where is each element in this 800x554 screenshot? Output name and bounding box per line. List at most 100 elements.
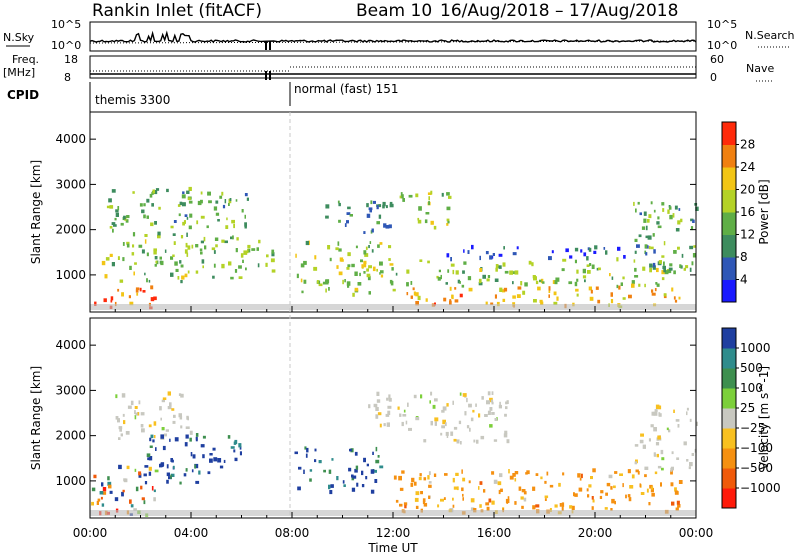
colorbar-swatch	[722, 212, 736, 235]
echo-cell	[117, 418, 120, 423]
echo-cell	[182, 221, 185, 226]
echo-cell	[634, 275, 639, 278]
velocity-y-ticks: 1000 2000 3000 4000	[55, 338, 696, 488]
echo-cell	[606, 482, 611, 487]
echo-cell	[595, 286, 599, 290]
echo-cell	[296, 273, 299, 279]
echo-cell	[373, 403, 378, 408]
echo-cell	[180, 393, 184, 398]
echo-cell	[379, 242, 383, 245]
echo-cell	[670, 470, 673, 475]
echo-cell	[415, 491, 420, 496]
echo-cell	[111, 189, 116, 193]
echo-cell	[188, 200, 193, 204]
echo-cell	[480, 435, 485, 440]
echo-cell	[215, 244, 218, 248]
echo-cell	[491, 500, 495, 505]
echo-cell	[192, 454, 196, 459]
echo-cell	[172, 420, 176, 424]
nsearch-trace	[89, 40, 697, 44]
echo-cell	[591, 496, 594, 500]
echo-cell	[554, 280, 558, 285]
echo-cell	[498, 265, 502, 269]
echo-cell	[186, 232, 188, 237]
echo-cell	[646, 488, 649, 493]
echo-cell	[428, 201, 430, 206]
echo-cell	[462, 393, 467, 397]
echo-cell	[189, 437, 192, 442]
echo-cell	[115, 212, 119, 217]
echo-cell	[486, 400, 490, 405]
echo-cell	[230, 446, 235, 449]
echo-cell	[670, 482, 674, 487]
echo-cell	[627, 494, 631, 498]
echo-cell	[117, 256, 120, 260]
echo-cell	[374, 469, 377, 473]
echo-cell	[338, 248, 342, 252]
echo-cell	[159, 406, 162, 411]
echo-cell	[476, 439, 479, 444]
echo-cell	[380, 270, 384, 274]
echo-cell	[430, 391, 433, 396]
echo-cell	[436, 275, 439, 279]
echo-cell	[645, 225, 648, 231]
echo-cell	[460, 441, 462, 445]
echo-cell	[166, 188, 169, 193]
echo-cell	[195, 480, 200, 484]
colorbar-swatch	[722, 448, 736, 469]
echo-cell	[490, 302, 494, 305]
echo-cell	[652, 262, 656, 268]
echo-cell	[141, 497, 145, 501]
echo-cell	[499, 473, 503, 478]
colorbar-tick-label: 16	[740, 205, 755, 219]
echo-cell	[648, 438, 651, 442]
echo-cell	[244, 193, 248, 197]
echo-cell	[170, 225, 174, 229]
echo-cell	[514, 270, 519, 275]
colorbar-swatch	[722, 122, 736, 145]
echo-cell	[406, 282, 409, 287]
echo-cell	[117, 206, 120, 211]
echo-cell	[625, 494, 627, 499]
echo-cell	[120, 433, 123, 437]
echo-cell	[656, 283, 660, 287]
echo-cell	[354, 451, 358, 456]
echo-cell	[197, 200, 202, 206]
echo-cell	[640, 492, 645, 495]
echo-cell	[686, 411, 688, 416]
echo-cell	[207, 191, 211, 196]
echo-cell	[132, 191, 135, 194]
echo-cell	[654, 288, 657, 292]
echo-cell	[677, 424, 680, 428]
echo-cell	[190, 452, 193, 457]
echo-cell	[669, 263, 673, 267]
freq-tick-top: 18	[64, 53, 78, 66]
echo-cell	[149, 445, 153, 448]
echo-cell	[363, 231, 366, 234]
echo-cell	[97, 498, 101, 502]
echo-cell	[553, 301, 558, 305]
echo-cell	[634, 444, 639, 447]
echo-cell	[650, 487, 654, 493]
echo-cell	[111, 222, 116, 226]
echo-cell	[428, 471, 431, 475]
nsky-tick-bottom: 10^0	[51, 39, 81, 52]
echo-cell	[631, 283, 635, 288]
echo-cell	[506, 400, 509, 404]
echo-cell	[318, 460, 322, 464]
echo-cell	[600, 490, 604, 494]
power-colorbar-label: Power [dB]	[757, 179, 771, 244]
y-tick-label: 4000	[55, 338, 86, 352]
echo-cell	[219, 195, 223, 199]
echo-cell	[620, 282, 623, 286]
echo-cell	[539, 299, 543, 303]
colorbar-tick-label: 100	[740, 381, 763, 395]
echo-cell	[238, 276, 243, 279]
echo-cell	[518, 486, 522, 491]
echo-cell	[493, 479, 498, 484]
echo-cell	[139, 203, 143, 207]
echo-cell	[512, 473, 516, 477]
nsearch-tick-top: 10^5	[707, 18, 737, 31]
echo-cell	[338, 219, 341, 223]
echo-cell	[635, 208, 637, 213]
